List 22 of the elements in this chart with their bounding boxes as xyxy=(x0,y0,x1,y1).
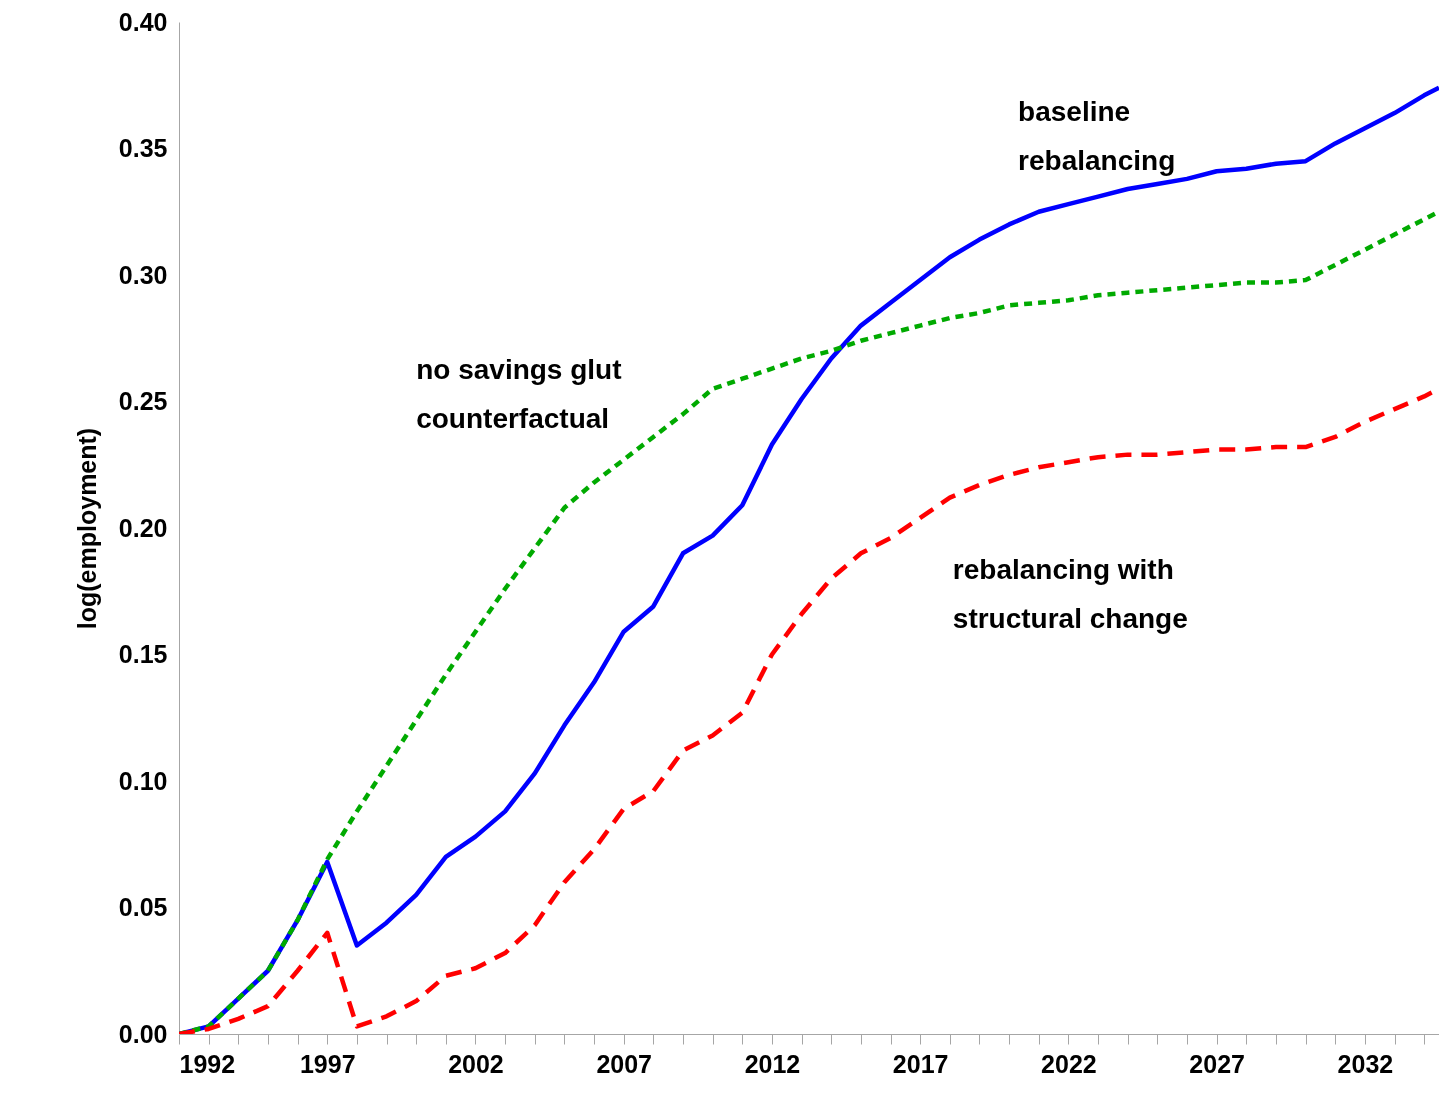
y-tick-label: 0.20 xyxy=(118,513,168,542)
x-tick-label: 1992 xyxy=(179,1049,236,1078)
x-tick-label: 2002 xyxy=(448,1049,504,1078)
y-tick-label: 0.05 xyxy=(118,893,168,921)
x-tick-label: 2022 xyxy=(1041,1049,1097,1078)
y-tick-label: 0.35 xyxy=(118,134,168,162)
x-tick-label: 2007 xyxy=(596,1049,653,1078)
y-axis-title: log(employment) xyxy=(72,427,101,630)
y-tick-label: 0.25 xyxy=(118,387,168,415)
x-tick-label: 2027 xyxy=(1189,1049,1245,1078)
series-label: no savings glut counterfactual xyxy=(416,354,622,435)
y-tick-label: 0.00 xyxy=(118,1019,168,1048)
x-tick-label: 2012 xyxy=(744,1049,801,1078)
series-label: baseline rebalancing xyxy=(1018,96,1176,177)
y-tick-label: 0.40 xyxy=(118,7,168,36)
series-label: rebalancing with structural change xyxy=(952,553,1188,634)
y-tick-label: 0.30 xyxy=(118,260,168,289)
x-tick-label: 2017 xyxy=(892,1049,949,1078)
x-tick-label: 2032 xyxy=(1337,1049,1394,1078)
y-tick-label: 0.10 xyxy=(118,766,168,795)
x-tick-label: 1997 xyxy=(299,1049,356,1078)
y-tick-label: 0.15 xyxy=(118,640,168,668)
